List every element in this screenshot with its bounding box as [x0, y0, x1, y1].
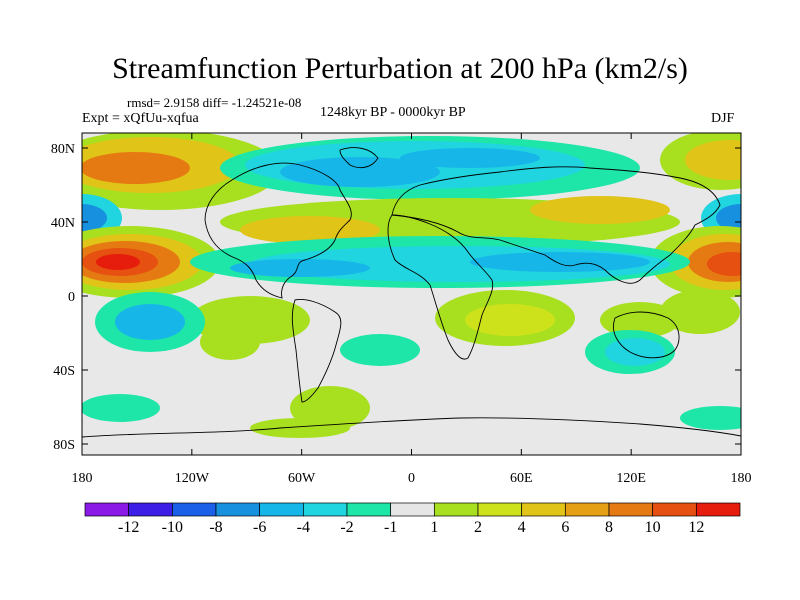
contour-negative-south-pacific-core	[115, 304, 185, 340]
colorbar-swatch	[84, 502, 130, 517]
contour-positive-sw-pacific	[660, 290, 740, 334]
colorbar-swatch	[390, 502, 435, 517]
colorbar-label: -6	[253, 519, 266, 536]
contour-positive-pacific-west-core	[96, 254, 140, 270]
colorbar-swatch	[171, 502, 217, 517]
colorbar-swatch	[433, 502, 479, 517]
period-label: 1248kyr BP - 0000kyr BP	[320, 105, 466, 120]
colorbar-swatch	[564, 502, 610, 517]
contour-negative-southern-east	[680, 406, 741, 430]
colorbar-label: 10	[645, 519, 661, 536]
contour-negative-southern-west	[82, 394, 160, 422]
experiment-label: Expt = xQfUu-xqfua	[82, 111, 199, 126]
contour-positive-south-atlantic-core	[465, 304, 555, 336]
stats-text: rmsd= 2.9158 diff= -1.24521e-08	[127, 95, 302, 110]
colorbar-label: -10	[162, 519, 183, 536]
colorbar: -12 -10 -8 -6 -4 -2 -1 1 2 4 6 8 10 12	[84, 502, 741, 536]
contour-positive-south-pacific-low	[200, 324, 260, 360]
coastline-north-america-west	[204, 179, 293, 299]
colorbar-swatch	[128, 502, 173, 517]
contour-negative-east-edge-core	[716, 204, 741, 232]
coastline-antarctica	[82, 417, 741, 438]
colorbar-swatch	[521, 502, 566, 517]
contour-positive-midlat-west	[240, 216, 380, 244]
colorbar-label: 1	[430, 519, 438, 536]
contour-negative-arctic-core	[280, 157, 440, 187]
colorbar-swatch	[608, 502, 654, 517]
colorbar-swatch	[215, 502, 261, 517]
lat-label: 40N	[51, 216, 75, 231]
contour-negative-tropics-core1	[230, 259, 370, 277]
lat-label: 80S	[53, 438, 75, 453]
lon-label: 180	[731, 471, 752, 486]
coastline-greenland	[339, 147, 379, 169]
lon-label: 120E	[616, 471, 646, 486]
contour-negative-tropics-core2	[470, 252, 650, 272]
colorbar-label: -4	[297, 519, 310, 536]
colorbar-swatch	[346, 502, 392, 517]
colorbar-label: -8	[209, 519, 222, 536]
colorbar-label: 2	[474, 519, 482, 536]
colorbar-label: 12	[688, 519, 704, 536]
lat-label: 0	[68, 290, 75, 305]
coastline-africa	[387, 214, 494, 360]
contour-positive-pacific-east-core	[707, 252, 741, 276]
colorbar-swatch	[302, 502, 348, 517]
contour-negative-arctic-core2	[400, 148, 540, 168]
lat-label: 40S	[53, 364, 75, 379]
coastline-north-america-east	[231, 162, 352, 277]
coastlines	[82, 147, 741, 438]
lon-label: 60W	[288, 471, 316, 486]
colorbar-swatch	[695, 502, 741, 517]
contour-positive-ne-inner	[685, 140, 741, 180]
colorbar-swatch	[477, 502, 523, 517]
colorbar-label: 6	[561, 519, 569, 536]
contour-negative-south-atlantic	[340, 334, 420, 366]
contour-positive-north-pacific-core	[82, 152, 190, 184]
lon-label: 180	[72, 471, 93, 486]
coastline-australia	[613, 311, 680, 359]
longitude-axis: 180 120W 60W 0 60E 120E 180	[72, 133, 752, 486]
figure-title: Streamfunction Perturbation at 200 hPa (…	[112, 52, 688, 85]
colorbar-label: -2	[340, 519, 353, 536]
colorbar-label: -1	[384, 519, 397, 536]
contour-negative-west-edge-core	[82, 204, 107, 232]
colorbar-label: 4	[518, 519, 526, 536]
contour-positive-midlat-east	[530, 196, 670, 224]
latitude-axis: 80N 40N 0 40S 80S	[51, 142, 741, 453]
lon-label: 60E	[510, 471, 533, 486]
lon-label: 0	[408, 471, 415, 486]
colorbar-swatch	[652, 502, 697, 517]
lat-label: 80N	[51, 142, 75, 157]
coastline-south-america	[291, 299, 342, 403]
colorbar-label: -12	[118, 519, 139, 536]
coastline-eurasia	[391, 166, 721, 284]
colorbar-label: 8	[605, 519, 613, 536]
contour-positive-indian	[600, 302, 680, 338]
contour-negative-australia-core	[605, 338, 665, 366]
season-label: DJF	[711, 111, 735, 126]
lon-label: 120W	[175, 471, 210, 486]
colorbar-swatch	[259, 502, 304, 517]
contour-positive-southern-low	[250, 418, 350, 438]
